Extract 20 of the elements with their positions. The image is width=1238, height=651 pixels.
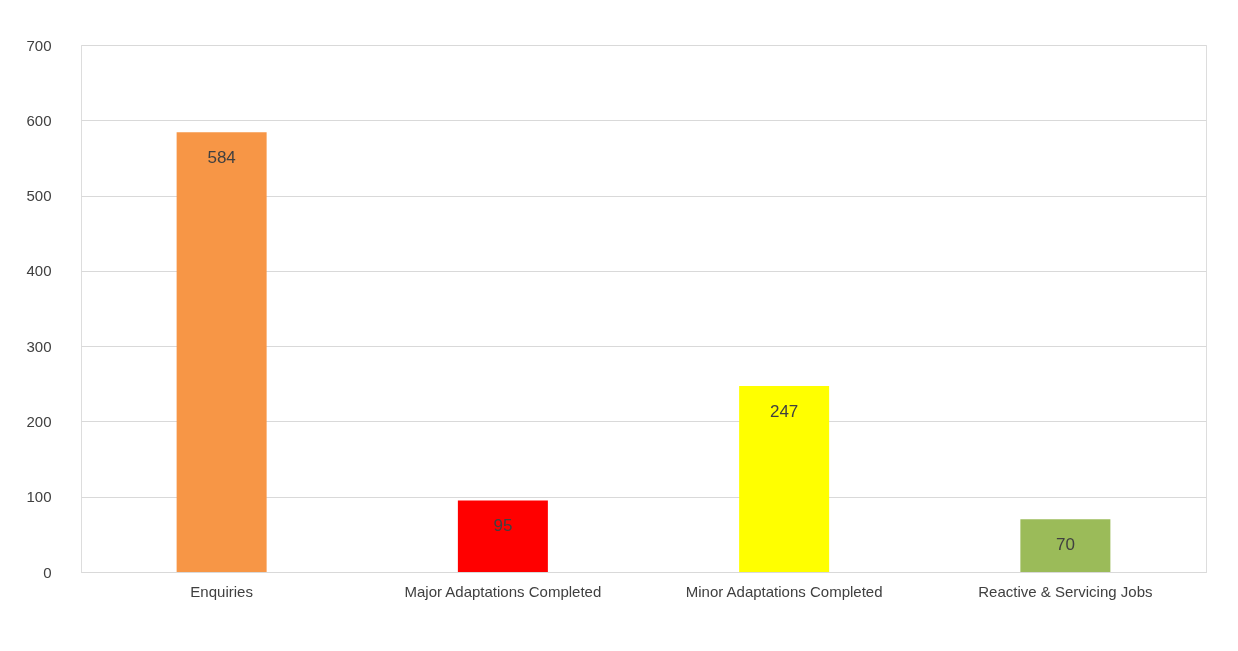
bar (176, 132, 267, 572)
y-tick-label: 0 (43, 563, 52, 581)
y-tick-label: 400 (26, 262, 52, 280)
x-tick-label: Major Adaptations Completed (404, 582, 602, 600)
data-label: 247 (769, 402, 799, 422)
bar (739, 386, 830, 572)
bar (457, 500, 548, 572)
y-tick-label: 300 (26, 337, 52, 355)
y-tick-label: 100 (26, 488, 52, 506)
y-tick-label: 700 (26, 36, 52, 54)
y-tick-label: 600 (26, 111, 52, 129)
y-tick-label: 500 (26, 187, 52, 205)
x-tick-label: Minor Adaptations Completed (685, 582, 883, 600)
data-label: 584 (207, 148, 236, 168)
x-tick-label: Reactive & Servicing Jobs (978, 582, 1153, 600)
x-tick-label: Enquiries (190, 582, 253, 600)
data-label: 95 (493, 516, 513, 536)
bar (1020, 519, 1111, 572)
data-label: 70 (1055, 535, 1075, 555)
y-tick-label: 200 (26, 412, 52, 430)
